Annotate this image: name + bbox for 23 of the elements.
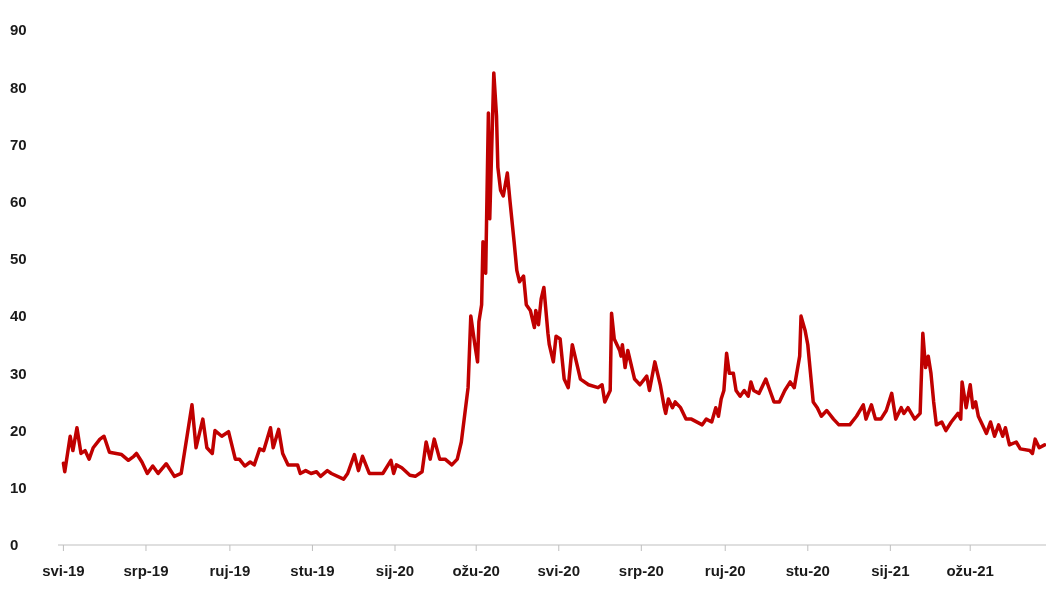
- x-tick-label: sij-21: [871, 561, 910, 579]
- x-tick-label: svi-19: [42, 561, 85, 579]
- x-tick-label: srp-19: [123, 561, 169, 579]
- x-tick-label: ožu-20: [452, 561, 500, 579]
- x-tick-label: ožu-21: [946, 561, 994, 579]
- y-tick-label: 90: [10, 21, 27, 39]
- x-tick-label: stu-20: [785, 561, 830, 579]
- y-tick-label: 50: [10, 250, 27, 268]
- line-series: [61, 71, 1046, 481]
- y-tick-label: 0: [10, 536, 19, 554]
- x-tick-label: srp-20: [618, 561, 664, 579]
- x-tick-label: ruj-19: [209, 561, 251, 579]
- y-tick-label: 30: [10, 364, 27, 382]
- x-tick-label: stu-19: [290, 561, 335, 579]
- y-tick-label: 10: [10, 479, 27, 497]
- y-tick-label: 70: [10, 135, 27, 153]
- x-tick-label: sij-20: [375, 561, 415, 579]
- y-tick-label: 40: [10, 307, 27, 325]
- y-tick-label: 60: [10, 192, 27, 210]
- x-tick-label: svi-20: [537, 561, 581, 579]
- x-tick-label: ruj-20: [704, 561, 746, 579]
- y-tick-label: 80: [10, 78, 27, 96]
- y-tick-label: 20: [10, 421, 27, 439]
